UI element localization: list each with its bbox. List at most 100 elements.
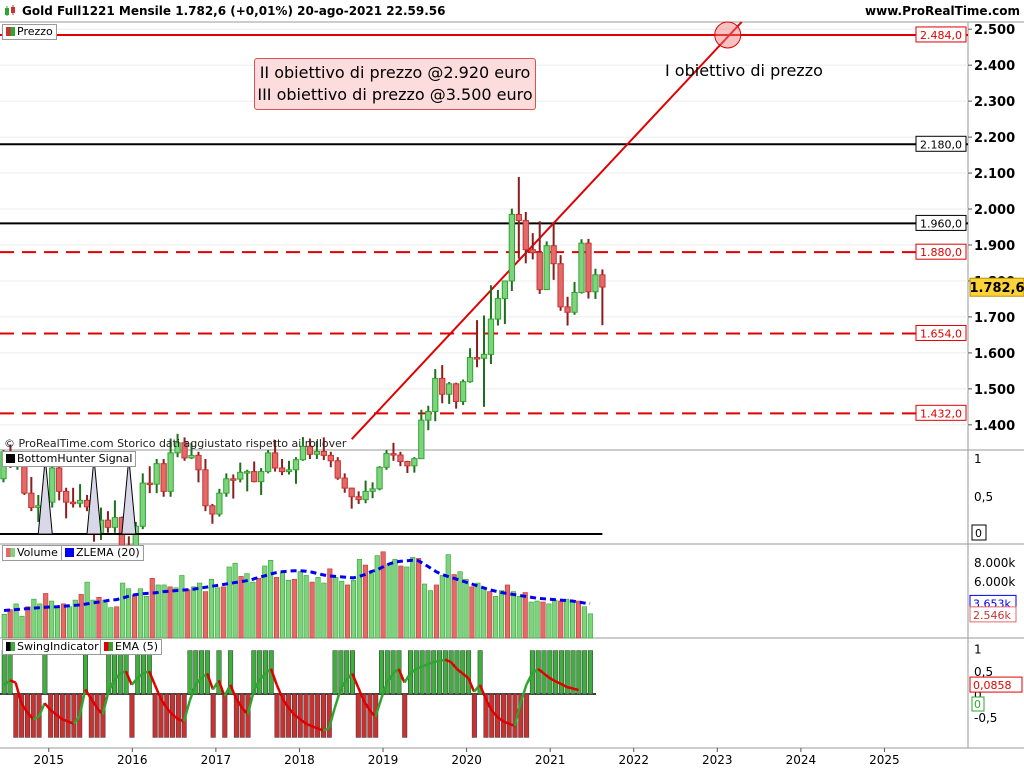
candle-body (480, 353, 488, 359)
volume-last-label: 2.546k (973, 609, 1011, 622)
ema-segment (182, 700, 191, 722)
ema-segment (171, 713, 179, 721)
swing-bar (233, 693, 239, 738)
volume-bar (581, 606, 587, 639)
volume-bar (126, 588, 132, 639)
volume-bar (386, 563, 392, 639)
swing-bar (152, 693, 158, 738)
panel-label-swing[interactable]: SwingIndicator (2, 639, 103, 655)
price-level-box (915, 26, 967, 43)
ema-segment (345, 672, 354, 682)
second-target-text: II obiettivo di prezzo @2.920 euro (259, 63, 531, 82)
ema-segment (572, 687, 579, 692)
volume-bar (433, 584, 439, 639)
panel-label-bottom-hunter[interactable]: BottomHunter Signal (2, 451, 137, 467)
ema-segment (374, 698, 383, 718)
candle-body (146, 482, 153, 486)
ema-segment (484, 698, 493, 711)
price-tick-label: 2.300 (974, 95, 1015, 110)
candle-body (76, 499, 84, 504)
time-tick-label: 2020 (451, 753, 482, 767)
volume-bar (274, 577, 280, 639)
ema-panel-label: EMA (5) (115, 640, 159, 653)
ema-segment (142, 669, 150, 675)
candle-body (334, 460, 341, 479)
volume-bar (120, 582, 126, 639)
volume-bar (321, 582, 327, 639)
ema-segment (461, 672, 470, 679)
volume-bar (13, 603, 19, 639)
volume-bar (297, 571, 303, 639)
swing-bar (164, 693, 170, 738)
swing-bar (547, 650, 553, 695)
swing-bar (19, 693, 25, 738)
swing-bar (535, 650, 541, 695)
ema-segment (32, 715, 40, 721)
zlema-legend-icon (65, 548, 74, 557)
candle-body (223, 478, 230, 494)
volume-bar (131, 595, 138, 639)
volume-bar (72, 599, 78, 639)
panel-label-volume[interactable]: Volume (2, 545, 62, 561)
site-link[interactable]: www.ProRealTime.com (865, 4, 1020, 18)
volume-bar (137, 588, 143, 639)
copyright-note: © ProRealTime.com Storico dati aggiustat… (4, 437, 347, 450)
ema-segment (14, 682, 23, 704)
volume-bar (534, 600, 540, 639)
candle-body (571, 291, 578, 313)
volume-bar (516, 596, 522, 639)
swing-bar (338, 650, 344, 695)
panel-label-ema[interactable]: EMA (5) (100, 639, 163, 655)
candle-body (153, 463, 160, 485)
price-level-box (915, 214, 967, 231)
panel-label-zlema[interactable]: ZLEMA (20) (61, 545, 144, 561)
candle-body (35, 505, 42, 509)
volume-bar (78, 594, 84, 639)
candle-body (404, 461, 411, 467)
swing-bar (1, 650, 7, 695)
swing-tick-label: 0,5 (974, 665, 993, 679)
swing-bar (442, 650, 448, 695)
time-tick-label: 2022 (618, 753, 649, 767)
swing-bar (448, 650, 454, 695)
swing-bar (344, 650, 350, 695)
ema-segment (67, 720, 75, 725)
time-tick-label: 2019 (368, 753, 399, 767)
ema-segment (55, 713, 63, 721)
volume-bar (96, 596, 102, 639)
instrument-title: Gold Full1221 Mensile 1.782,6 (+0,01%) 2… (22, 4, 446, 18)
volume-bar (380, 551, 386, 639)
volume-bar (546, 603, 552, 639)
volume-bar (427, 590, 434, 639)
volume-bar (108, 607, 114, 639)
ema-segment (368, 709, 377, 718)
ema-segment (281, 697, 290, 709)
candle-body (278, 467, 286, 473)
ema-segment (275, 684, 284, 700)
ema-segment (130, 677, 139, 686)
swing-bar (216, 650, 222, 695)
volume-bar (522, 592, 528, 639)
volume-bar (362, 564, 368, 639)
volume-bar (315, 577, 321, 639)
price-targets-annotation[interactable]: II obiettivo di prezzo @2.920 euro III o… (254, 58, 536, 110)
first-target-annotation[interactable]: I obiettivo di prezzo (665, 61, 823, 80)
volume-bar (463, 578, 469, 639)
volume-bar (7, 609, 13, 639)
price-level-box (915, 243, 967, 260)
panel-label-price[interactable]: Prezzo (2, 24, 57, 40)
ema-segment (211, 679, 220, 691)
swing-bar (425, 650, 431, 695)
time-tick-label: 2018 (284, 753, 315, 767)
volume-bar (333, 577, 339, 639)
bottom-hunter-signal (121, 457, 137, 535)
candle-body (439, 377, 446, 395)
ema-segment (113, 672, 122, 682)
volume-bar (469, 586, 475, 639)
ema-segment (223, 684, 232, 697)
volume-bar (575, 600, 582, 639)
volume-bar (285, 579, 291, 639)
swing-bar (355, 693, 361, 738)
candle-body (237, 471, 244, 480)
